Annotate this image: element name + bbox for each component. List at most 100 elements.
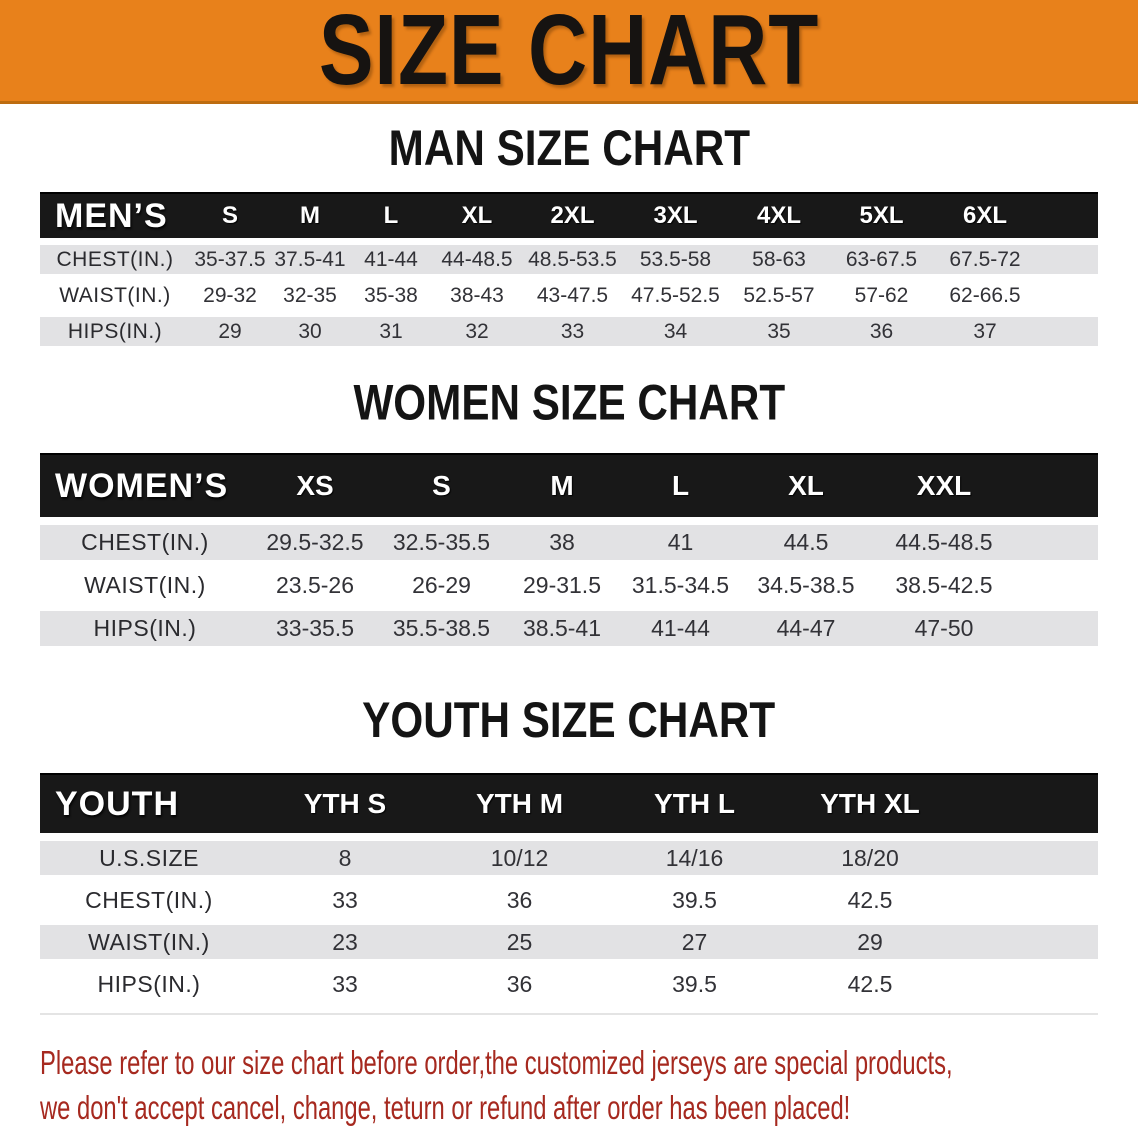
youth-col-header-l: YTH L bbox=[654, 788, 735, 819]
size-cell: 33 bbox=[332, 886, 358, 913]
size-cell: 36 bbox=[506, 886, 533, 913]
row-label: WAIST(IN.) bbox=[88, 928, 210, 955]
size-cell: 23.5-26 bbox=[275, 572, 354, 598]
size-cell: 33 bbox=[332, 970, 358, 997]
mens-col-header-m: M bbox=[300, 202, 320, 229]
size-cell: 44-48.5 bbox=[441, 247, 513, 271]
size-cell: 31 bbox=[379, 319, 403, 343]
size-cell: 14/16 bbox=[665, 844, 724, 871]
size-cell: 36 bbox=[869, 319, 894, 343]
size-cell: 37.5-41 bbox=[274, 247, 346, 271]
size-cell: 53.5-58 bbox=[639, 247, 712, 271]
size-cell: 34 bbox=[663, 319, 688, 343]
size-cell: 35-37.5 bbox=[194, 247, 266, 271]
divider bbox=[40, 1013, 1098, 1015]
size-cell: 31.5-34.5 bbox=[631, 572, 730, 598]
mens-col-header-6xl: 6XL bbox=[962, 202, 1007, 229]
womens-col-header-xxl: XXL bbox=[916, 470, 972, 501]
size-cell: 10/12 bbox=[490, 844, 549, 871]
womens-col-header-xs: XS bbox=[296, 470, 334, 501]
youth-section-heading-text: YOUTH SIZE CHART bbox=[362, 692, 776, 749]
size-cell: 33-35.5 bbox=[275, 615, 354, 641]
row-label: U.S.SIZE bbox=[99, 844, 199, 871]
youth-hips-row: HIPS(IN.) 33 36 39.5 42.5 bbox=[40, 967, 1098, 1001]
mens-size-table: MEN’S S M L XL 2XL 3XL 4XL 5XL 6XL CHEST… bbox=[40, 192, 1098, 346]
disclaimer-line-2: we don't accept cancel, change, teturn o… bbox=[40, 1089, 851, 1126]
size-cell: 62-66.5 bbox=[949, 283, 1021, 307]
size-cell: 27 bbox=[681, 928, 708, 955]
size-cell: 38-43 bbox=[450, 283, 504, 307]
disclaimer: Please refer to our size chart before or… bbox=[40, 1040, 1138, 1130]
size-cell: 37 bbox=[973, 319, 997, 343]
size-cell: 38.5-41 bbox=[522, 615, 601, 641]
size-cell: 52.5-57 bbox=[743, 283, 815, 307]
size-cell: 26-29 bbox=[412, 572, 471, 598]
size-cell: 34.5-38.5 bbox=[757, 572, 855, 598]
row-label: CHEST(IN.) bbox=[81, 529, 209, 555]
size-cell: 29 bbox=[857, 928, 883, 955]
womens-size-table: WOMEN’S XS S M L XL XXL CHEST(IN.) 29.5-… bbox=[40, 453, 1098, 646]
womens-col-header-xl: XL bbox=[788, 470, 824, 501]
size-cell: 29-32 bbox=[203, 283, 257, 307]
youth-table-header-row: YOUTH YTH S YTH M YTH L YTH XL bbox=[40, 773, 1098, 833]
size-cell: 36 bbox=[506, 970, 533, 997]
youth-section-heading: YOUTH SIZE CHART bbox=[0, 692, 1138, 749]
size-cell: 44-47 bbox=[776, 615, 836, 641]
size-cell: 32.5-35.5 bbox=[392, 529, 491, 555]
size-cell: 44.5 bbox=[783, 529, 829, 555]
mens-chest-row: CHEST(IN.) 35-37.5 37.5-41 41-44 44-48.5… bbox=[40, 245, 1098, 274]
size-cell: 39.5 bbox=[672, 886, 717, 913]
size-cell: 8 bbox=[338, 844, 352, 871]
size-cell: 23 bbox=[332, 928, 358, 955]
size-cell: 41-44 bbox=[364, 247, 418, 271]
size-cell: 32 bbox=[465, 319, 489, 343]
womens-hips-row: HIPS(IN.) 33-35.5 35.5-38.5 38.5-41 41-4… bbox=[40, 611, 1098, 646]
size-cell: 33 bbox=[560, 319, 585, 343]
womens-table-header-row: WOMEN’S XS S M L XL XXL bbox=[40, 453, 1098, 517]
youth-col-header-m: YTH M bbox=[475, 788, 564, 819]
mens-hips-row: HIPS(IN.) 29 30 31 32 33 34 35 36 37 bbox=[40, 317, 1098, 346]
womens-col-header-m: M bbox=[550, 470, 574, 501]
size-cell: 67.5-72 bbox=[949, 247, 1021, 271]
womens-corner-label: WOMEN’S bbox=[55, 466, 229, 505]
mens-col-header-s: S bbox=[221, 202, 238, 229]
row-label: HIPS(IN.) bbox=[67, 319, 163, 343]
womens-col-header-s: S bbox=[432, 470, 451, 501]
size-cell: 48.5-53.5 bbox=[528, 247, 617, 271]
size-cell: 47.5-52.5 bbox=[631, 283, 720, 307]
mens-col-header-4xl: 4XL bbox=[756, 202, 801, 229]
youth-ussize-row: U.S.SIZE 8 10/12 14/16 18/20 bbox=[40, 841, 1098, 875]
youth-col-header-xl: YTH XL bbox=[820, 788, 920, 819]
youth-corner-label: YOUTH bbox=[55, 784, 179, 823]
man-section-heading-text: MAN SIZE CHART bbox=[388, 120, 750, 177]
size-cell: 29.5-32.5 bbox=[266, 529, 364, 555]
mens-col-header-5xl: 5XL bbox=[859, 202, 904, 229]
size-cell: 35 bbox=[767, 319, 791, 343]
youth-size-table: YOUTH YTH S YTH M YTH L YTH XL U.S.SIZE … bbox=[40, 773, 1098, 1001]
youth-chest-row: CHEST(IN.) 33 36 39.5 42.5 bbox=[40, 883, 1098, 917]
size-cell: 35-38 bbox=[364, 283, 418, 307]
size-cell: 58-63 bbox=[752, 247, 806, 271]
size-cell: 47-50 bbox=[914, 615, 974, 641]
size-cell: 29 bbox=[218, 319, 242, 343]
row-label: WAIST(IN.) bbox=[59, 283, 171, 307]
mens-corner-label: MEN’S bbox=[55, 196, 168, 235]
women-section-heading-text: WOMEN SIZE CHART bbox=[353, 375, 785, 432]
row-label: CHEST(IN.) bbox=[56, 247, 174, 271]
row-label: WAIST(IN.) bbox=[84, 572, 206, 598]
size-chart-banner: SIZE CHART bbox=[0, 0, 1138, 104]
row-label: HIPS(IN.) bbox=[93, 615, 197, 641]
size-cell: 35.5-38.5 bbox=[392, 615, 491, 641]
man-section-heading: MAN SIZE CHART bbox=[0, 120, 1138, 177]
row-label: HIPS(IN.) bbox=[97, 970, 201, 997]
size-cell: 32-35 bbox=[283, 283, 337, 307]
mens-table-header-row: MEN’S S M L XL 2XL 3XL 4XL 5XL 6XL bbox=[40, 192, 1098, 238]
women-section-heading: WOMEN SIZE CHART bbox=[0, 375, 1138, 432]
size-cell: 30 bbox=[298, 319, 322, 343]
disclaimer-line-1: Please refer to our size chart before or… bbox=[40, 1044, 953, 1081]
size-cell: 38.5-42.5 bbox=[895, 572, 993, 598]
womens-chest-row: CHEST(IN.) 29.5-32.5 32.5-35.5 38 41 44.… bbox=[40, 525, 1098, 560]
womens-col-header-l: L bbox=[671, 470, 690, 501]
size-cell: 41 bbox=[667, 529, 694, 555]
mens-col-header-xl: XL bbox=[461, 202, 493, 229]
